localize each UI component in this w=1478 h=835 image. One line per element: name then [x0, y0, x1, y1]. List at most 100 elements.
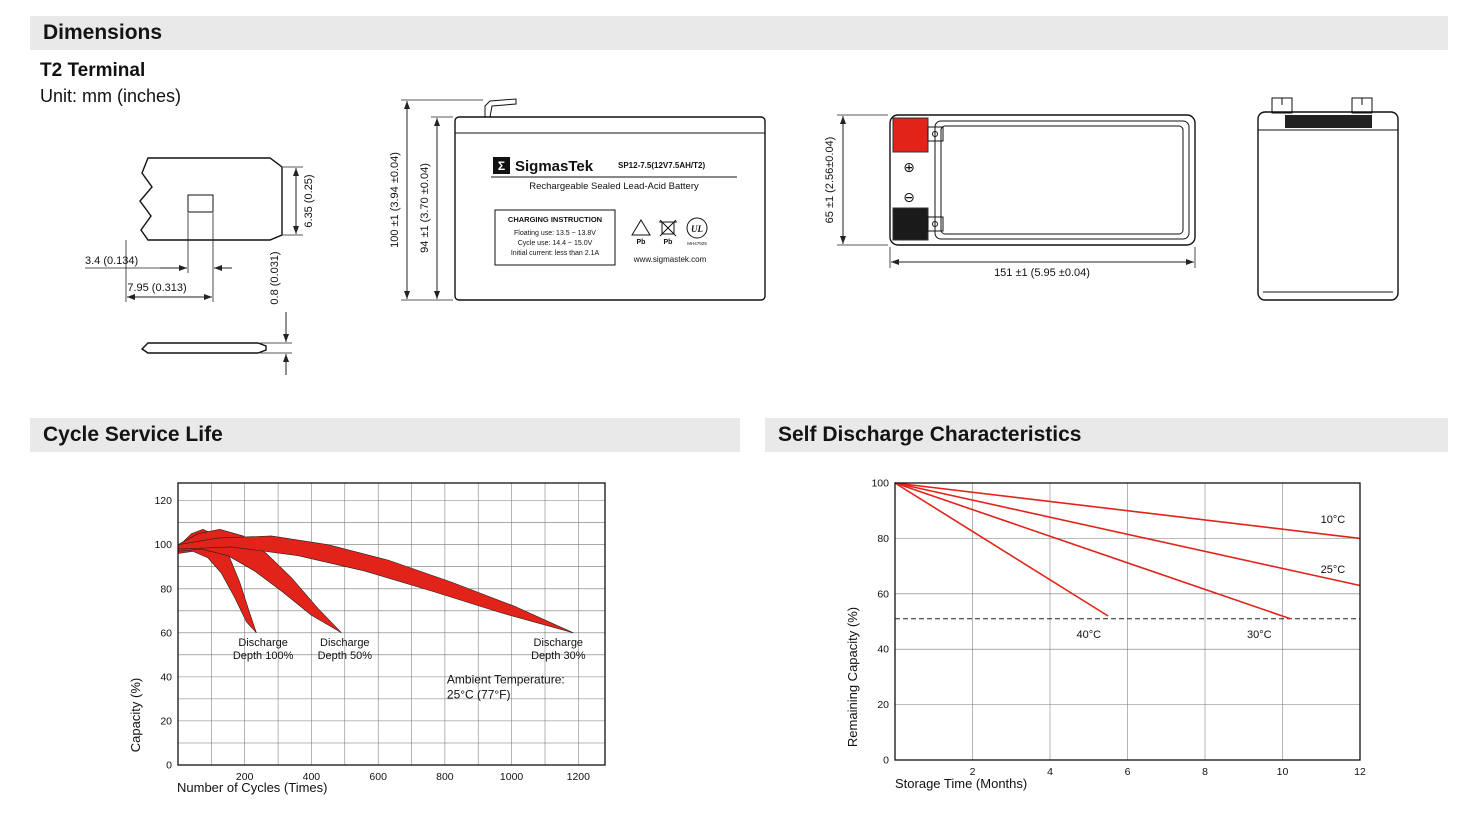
ul-letters: UL — [691, 224, 703, 234]
self-discharge-chart: 10°C 25°C 30°C 40°C 0 20 40 60 80 100 2 4 6 8 10 12 Stor… — [845, 478, 1366, 792]
recycle-pb-icon: Pb — [631, 219, 651, 246]
x-tick-label: 10 — [1277, 766, 1289, 778]
y-tick-label: 20 — [877, 699, 889, 711]
charging-title: CHARGING INSTRUCTION — [508, 215, 602, 224]
terminal-profile-shape — [139, 157, 283, 241]
dim-label-thickness: 0.8 (0.031) — [269, 251, 281, 304]
model-number: SP12-7.5(12V7.5AH/T2) — [618, 161, 705, 170]
plot-border — [894, 482, 1361, 761]
plus-symbol: ⊕ — [903, 160, 915, 176]
y-axis-label: Capacity (%) — [128, 678, 143, 752]
cross-line — [659, 219, 677, 237]
band-label: Discharge — [320, 637, 370, 649]
battery-end-view-drawing — [1257, 97, 1399, 301]
x-tick-label: 400 — [303, 771, 321, 783]
discharge-band — [177, 535, 574, 634]
recycle-triangle — [631, 219, 651, 236]
lid-rim-outer — [934, 120, 1190, 240]
terminal-right — [1351, 97, 1373, 114]
annotation: Ambient Temperature: — [447, 673, 565, 687]
band-label: Depth 100% — [233, 650, 294, 662]
series-line — [894, 482, 1291, 620]
x-tick-label: 600 — [369, 771, 387, 783]
y-tick-label: 40 — [877, 644, 889, 656]
section-title-self-discharge: Self Discharge Characteristics — [778, 423, 1082, 446]
band-label: Discharge — [534, 637, 584, 649]
x-tick-label: 4 — [1047, 766, 1053, 778]
sigmastek-logo-icon — [493, 157, 510, 174]
ul-circle — [686, 217, 708, 239]
y-tick-label: 80 — [160, 583, 172, 595]
dim-label-case-height: 94 ±1 (3.70 ±0.04) — [419, 163, 431, 253]
x-tick-label: 12 — [1354, 766, 1366, 778]
battery-case-front — [454, 116, 766, 301]
dim-label-tab-width: 7.95 (0.313) — [127, 282, 186, 294]
terminal-hole — [187, 194, 214, 213]
y-tick-label: 100 — [871, 478, 889, 490]
negative-tab — [927, 216, 944, 232]
section-title-dimensions: Dimensions — [43, 21, 163, 44]
positive-tab-slot — [932, 131, 938, 137]
annotation: 25°C (77°F) — [447, 688, 511, 702]
no-trash-pb-icon: Pb — [659, 219, 677, 246]
ul-mark-icon: UL MH47929 — [686, 217, 708, 246]
plot-border — [177, 482, 606, 766]
battery-front-view-drawing: 100 ±1 (3.94 ±0.04) 94 ±1 (3.70 ±0.04) Σ… — [389, 98, 766, 301]
battery-case-end — [1257, 111, 1399, 301]
band-label: Discharge — [238, 637, 288, 649]
x-axis-label: Number of Cycles (Times) — [177, 780, 327, 795]
section-title-cycle-life: Cycle Service Life — [43, 423, 223, 446]
charging-instruction-box — [494, 209, 616, 266]
y-tick-label: 0 — [883, 755, 889, 767]
charging-line-1: Floating use: 13.5 ~ 13.8V — [514, 230, 596, 237]
negative-tab-slot — [932, 221, 938, 227]
series-line — [894, 482, 1361, 540]
band-label: Depth 50% — [318, 650, 373, 662]
charging-line-3: Initial current: less than 2.1A — [511, 250, 600, 257]
x-tick-label: 8 — [1202, 766, 1208, 778]
x-tick-label: 800 — [436, 771, 454, 783]
unit-note: Unit: mm (inches) — [40, 86, 182, 106]
dim-label-hole-width: 3.4 (0.134) — [85, 255, 138, 267]
brand-name: SigmasTek — [515, 158, 594, 175]
section-header-self-discharge: Self Discharge Characteristics — [765, 418, 1448, 452]
minus-symbol: ⊖ — [903, 190, 915, 206]
y-tick-label: 60 — [877, 588, 889, 600]
battery-type-text: Rechargeable Sealed Lead-Acid Battery — [529, 181, 699, 192]
terminal-detail-drawing: 6.35 (0.25) 3.4 (0.134) 7.95 (0.313) 0.8… — [85, 157, 315, 375]
battery-case-top — [889, 114, 1196, 246]
dim-label-total-height: 100 ±1 (3.94 ±0.04) — [389, 152, 401, 248]
y-tick-label: 120 — [154, 495, 172, 507]
x-tick-label: 1200 — [567, 771, 591, 783]
negative-terminal-black — [892, 207, 929, 241]
y-tick-label: 60 — [160, 627, 172, 639]
y-tick-label: 100 — [154, 539, 172, 551]
band-label: Depth 30% — [531, 650, 586, 662]
pb-label-1: Pb — [637, 239, 646, 246]
logo-glyph: Σ — [498, 159, 505, 173]
dim-label-tab-height: 6.35 (0.25) — [303, 174, 315, 227]
lid-rim-inner — [940, 125, 1184, 235]
bin-body — [661, 221, 675, 235]
x-tick-label: 6 — [1125, 766, 1131, 778]
x-tick-label: 200 — [236, 771, 254, 783]
terminal-type-title: T2 Terminal — [40, 60, 146, 81]
y-tick-label: 40 — [160, 671, 172, 683]
pb-label-2: Pb — [664, 239, 673, 246]
charging-line-2: Cycle use: 14.4 ~ 15.0V — [518, 240, 593, 247]
terminal-tab — [484, 98, 517, 118]
section-header-cycle-life: Cycle Service Life — [30, 418, 740, 452]
y-axis-label: Remaining Capacity (%) — [845, 607, 860, 747]
series-label: 25°C — [1321, 564, 1346, 576]
series-line — [894, 482, 1361, 587]
positive-terminal-red — [892, 117, 929, 153]
y-tick-label: 80 — [877, 533, 889, 545]
ul-file-number: MH47929 — [687, 241, 707, 246]
series-label: 30°C — [1247, 629, 1272, 641]
terminal-left — [1271, 97, 1293, 114]
y-tick-label: 0 — [166, 760, 172, 772]
x-axis-label: Storage Time (Months) — [895, 776, 1027, 791]
y-tick-label: 20 — [160, 715, 172, 727]
handle-recess — [1285, 115, 1372, 128]
series-label: 40°C — [1077, 629, 1102, 641]
